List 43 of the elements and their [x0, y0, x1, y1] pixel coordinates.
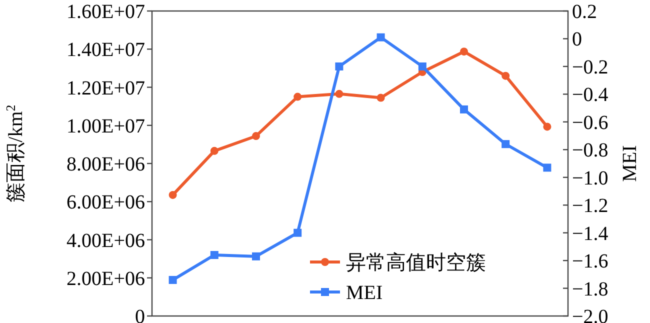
y2-tick-label: 0.2: [572, 1, 597, 23]
y2-tick-label: −1.6: [572, 250, 608, 273]
y2-axis-title: MEI: [619, 145, 641, 182]
point: [210, 146, 218, 155]
point: [294, 92, 302, 101]
point: [335, 90, 344, 98]
point: [376, 33, 385, 42]
y2-tick-label: −2.0: [572, 306, 608, 323]
point: [252, 132, 260, 140]
point: [543, 164, 552, 172]
point: [460, 105, 468, 114]
y-tick-label: 1.00E+07: [66, 115, 145, 138]
point: [294, 228, 302, 237]
point: [335, 62, 344, 70]
point: [502, 72, 510, 80]
point: [168, 276, 177, 284]
point: [210, 251, 218, 259]
legend-label: MEI: [346, 282, 383, 304]
point: [543, 122, 552, 131]
y2-tick-label: −1.2: [572, 195, 608, 218]
y-tick-label: 1.20E+07: [66, 77, 145, 100]
point: [502, 140, 510, 148]
y-tick-label: 6.00E+06: [66, 192, 145, 214]
point: [252, 252, 260, 260]
y2-tick-label: −0.6: [572, 112, 608, 134]
y2-tick-label: −1.8: [572, 278, 608, 300]
y-tick-label: 4.00E+06: [66, 230, 145, 252]
y2-tick-label: −1.4: [572, 222, 608, 245]
y-tick-label: 0: [135, 306, 145, 323]
y-tick-label: 1.40E+07: [66, 39, 145, 62]
point: [168, 190, 177, 199]
y2-tick-label: −0.8: [572, 140, 608, 162]
point: [376, 94, 385, 102]
y-tick-label: 2.00E+06: [66, 268, 145, 290]
y2-tick-label: 0: [572, 28, 582, 51]
y2-tick-label: −0.4: [572, 84, 608, 106]
y2-tick-label: −1.0: [572, 167, 608, 190]
legend-label: 异常高值时空簇: [346, 251, 486, 274]
point: [418, 62, 426, 70]
y-tick-label: 1.60E+07: [66, 1, 145, 23]
y-tick-label: 8.00E+06: [66, 154, 145, 176]
point: [460, 48, 468, 56]
y2-tick-label: −0.2: [572, 56, 608, 78]
